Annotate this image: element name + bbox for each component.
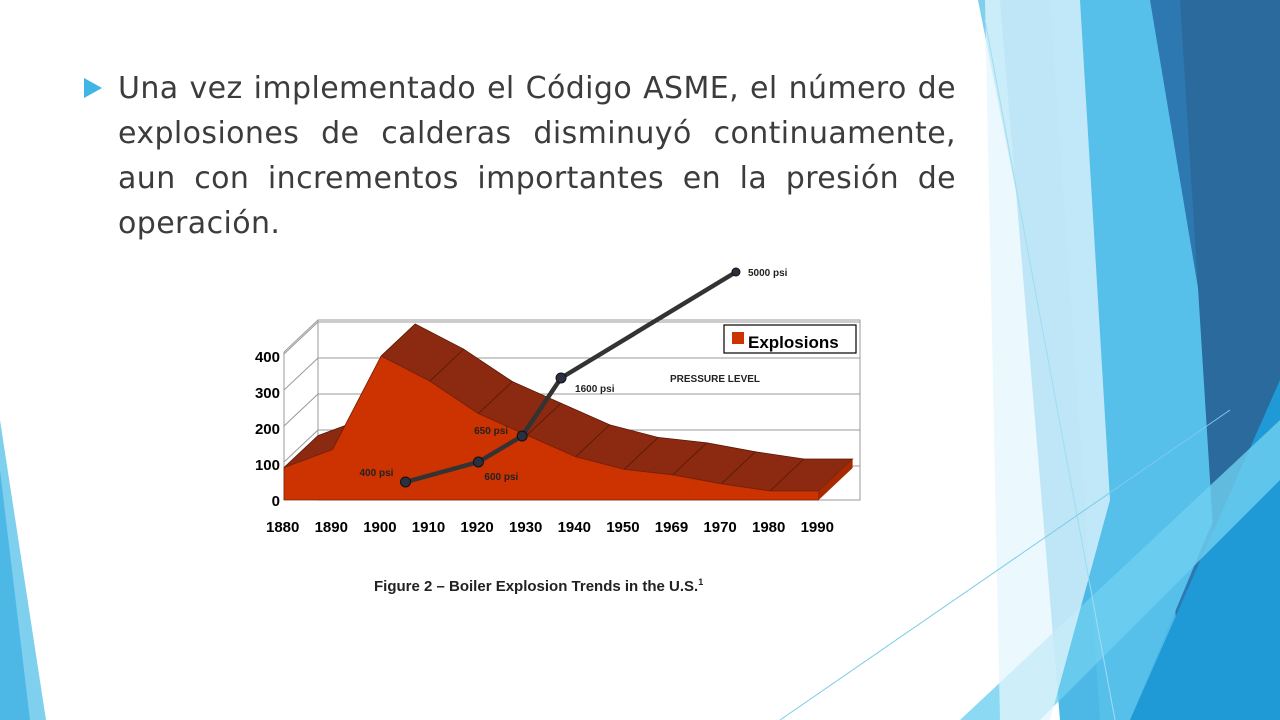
- figure-caption: Figure 2 – Boiler Explosion Trends in th…: [374, 577, 703, 595]
- y-tick-100: 100: [255, 457, 280, 474]
- y-tick-200: 200: [255, 421, 280, 438]
- x-tick-1890: 1890: [315, 519, 348, 536]
- bullet-arrow-icon: [84, 78, 102, 98]
- x-tick-1900: 1900: [363, 519, 396, 536]
- x-tick-1910: 1910: [412, 519, 445, 536]
- y-tick-300: 300: [255, 385, 280, 402]
- pressure-label-600psi: 600 psi: [484, 472, 518, 483]
- gridline-depth-400: [283, 321, 319, 355]
- caption-footnote: 1: [698, 577, 704, 587]
- y-tick-0: 0: [272, 493, 280, 510]
- x-tick-1920: 1920: [460, 519, 493, 536]
- gridline-depth-200: [283, 393, 319, 427]
- legend-swatch: [732, 332, 744, 344]
- bullet-point: Una vez implementado el Código ASME, el …: [84, 66, 956, 246]
- caption-text: Figure 2 – Boiler Explosion Trends in th…: [374, 578, 699, 595]
- pressure-label-1600psi: 1600 psi: [575, 384, 615, 395]
- explosions-side: [818, 459, 853, 500]
- pressure-point-5000psi: [731, 267, 741, 277]
- legend-label: Explosions: [748, 333, 839, 352]
- pressure-point-600psi: [472, 456, 484, 468]
- pressure-point-1600psi: [555, 372, 567, 384]
- pressure-point-650psi: [516, 430, 528, 442]
- boiler-explosion-chart: 400 psi 600 psi 650 psi 1600 psi 5000 psi 18…: [255, 267, 861, 536]
- pressure-point-400psi: [400, 476, 411, 488]
- pressure-level-label: PRESSURE LEVEL: [670, 374, 760, 385]
- x-tick-1930: 1930: [509, 519, 542, 536]
- chart-legend: Explosions: [723, 324, 857, 354]
- x-tick-1969: 1969: [655, 519, 688, 536]
- x-tick-1950: 1950: [606, 519, 639, 536]
- explosions-front: [283, 355, 819, 501]
- x-tick-1940: 1940: [558, 519, 591, 536]
- y-tick-400: 400: [255, 349, 280, 366]
- bullet-text: Una vez implementado el Código ASME, el …: [118, 71, 956, 241]
- x-tick-1990: 1990: [801, 519, 834, 536]
- pressure-line: 400 psi 600 psi 650 psi 1600 psi 5000 psi: [360, 267, 788, 488]
- x-axis-ticks: 1880 1890 1900 1910 1920 1930 1940 1950 1969 1970…: [266, 519, 834, 536]
- y-axis-ticks: 0 100 200 300 400: [255, 349, 280, 510]
- x-tick-1980: 1980: [752, 519, 785, 536]
- pressure-label-5000psi: 5000 psi: [748, 268, 788, 279]
- pressure-label-650psi: 650 psi: [474, 426, 508, 437]
- pressure-label-400psi: 400 psi: [360, 468, 394, 479]
- x-tick-1880: 1880: [266, 519, 299, 536]
- x-tick-1970: 1970: [703, 519, 736, 536]
- gridline-depth-300: [283, 357, 319, 391]
- explosions-area: [283, 323, 854, 501]
- gridline-depth-100: [283, 429, 319, 463]
